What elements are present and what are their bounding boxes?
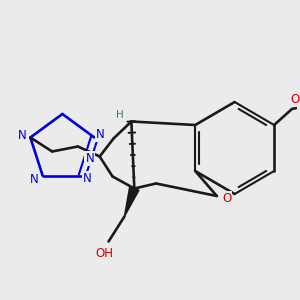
Polygon shape [124, 187, 139, 217]
Text: H: H [116, 110, 123, 121]
Text: N: N [18, 129, 27, 142]
Text: O: O [290, 94, 299, 106]
Text: N: N [30, 173, 39, 186]
Text: N: N [85, 152, 94, 165]
Text: OH: OH [96, 247, 114, 260]
Text: N: N [83, 172, 92, 185]
Text: N: N [96, 128, 105, 141]
Text: O: O [222, 191, 231, 205]
